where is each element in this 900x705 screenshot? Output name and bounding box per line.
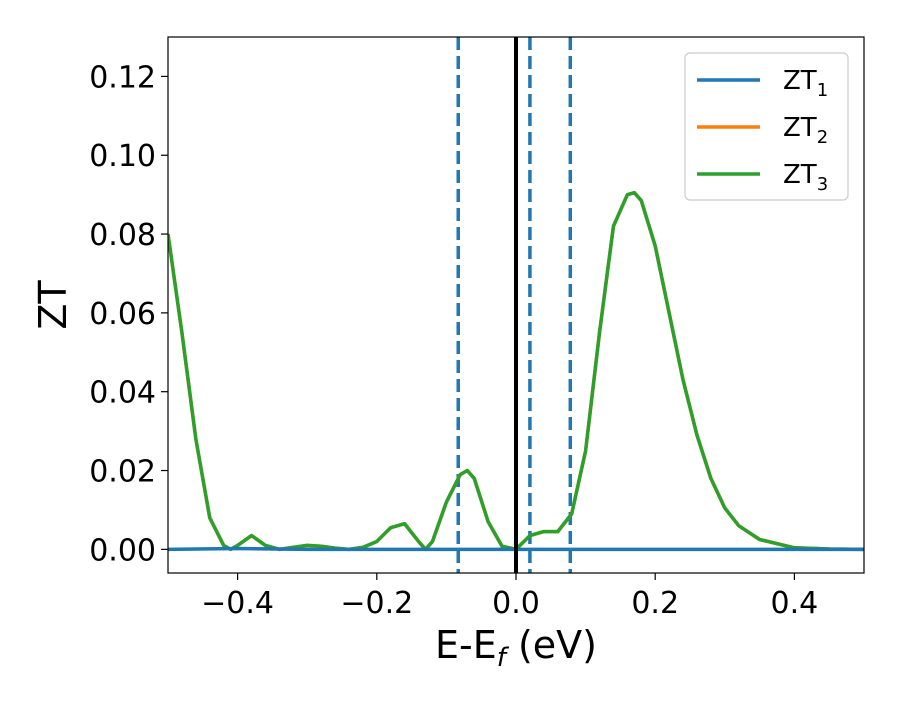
legend-box — [684, 52, 849, 201]
series-line-zt3 — [168, 190, 864, 552]
x-tick-label: 0.0 — [492, 586, 540, 621]
x-axis-label-main: E-E — [435, 623, 497, 667]
x-tick-label: −0.4 — [201, 586, 274, 621]
x-axis-label: E-Ef (eV) — [435, 623, 597, 673]
y-axis: 0.00 0.02 0.04 0.06 0.08 0.10 0.12 — [89, 60, 168, 568]
y-tick-label: 0.02 — [89, 455, 156, 490]
x-axis: −0.4 −0.2 0.0 0.2 0.4 — [201, 573, 818, 621]
x-tick-label: −0.2 — [340, 586, 413, 621]
y-tick-label: 0.12 — [89, 60, 156, 95]
y-tick-label: 0.06 — [89, 297, 156, 332]
y-tick-label: 0.10 — [89, 139, 156, 174]
plot-area — [167, 36, 865, 574]
legend-label-zt2: ZT2 — [783, 113, 828, 148]
y-tick-label: 0.08 — [89, 218, 156, 253]
legend-label-zt3: ZT3 — [783, 160, 828, 195]
x-tick-label: 0.4 — [771, 586, 819, 621]
y-tick-label: 0.00 — [89, 533, 156, 568]
legend-label-zt1: ZT1 — [783, 66, 828, 101]
x-tick-label: 0.2 — [631, 586, 679, 621]
y-tick-label: 0.04 — [89, 376, 156, 411]
legend: ZT1 ZT2 ZT3 — [684, 52, 849, 201]
y-axis-label: ZT — [31, 280, 75, 330]
x-axis-label-unit: (eV) — [506, 623, 597, 667]
